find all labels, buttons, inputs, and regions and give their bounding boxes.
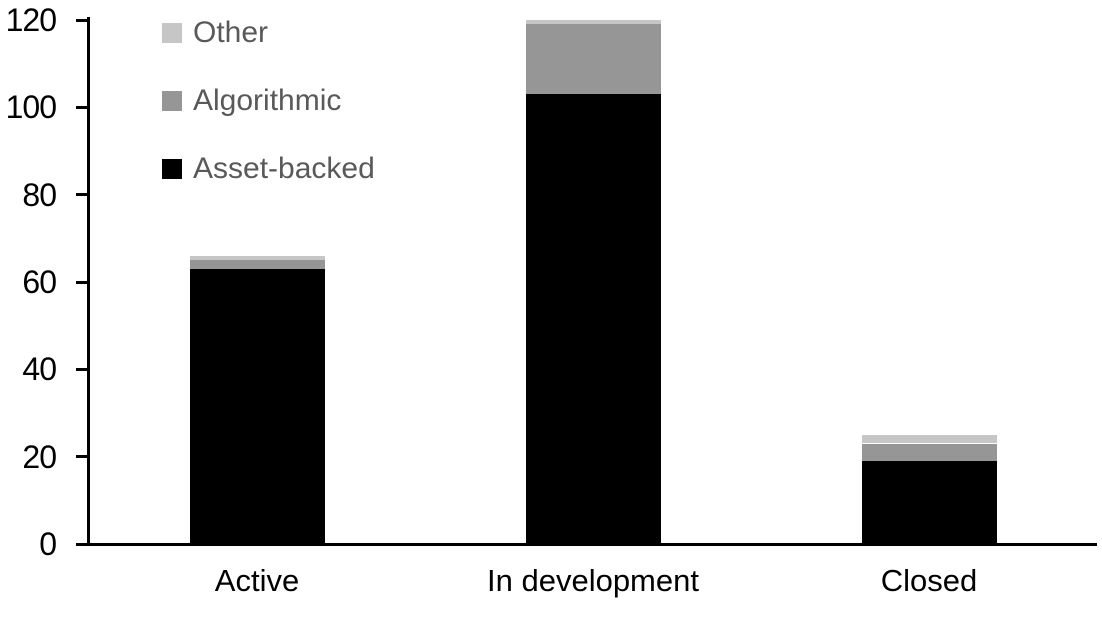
y-tick-mark-120	[76, 18, 90, 22]
y-tick-mark-80	[76, 193, 90, 197]
active-other-segment	[189, 255, 325, 261]
active-asset-backed-segment	[189, 268, 325, 544]
y-tick-mark-20	[76, 455, 90, 459]
x-category-label-in-development: In development	[487, 563, 699, 598]
y-tick-label-40: 40	[22, 351, 57, 388]
in-development-asset-backed-segment	[525, 94, 661, 544]
y-tick-label-60: 60	[22, 264, 57, 300]
in-development-other-segment	[525, 20, 661, 25]
y-tick-label-100: 100	[5, 89, 57, 126]
y-tick-label-80: 80	[22, 176, 57, 213]
active-algorithmic-segment	[189, 260, 325, 269]
x-category-label-closed: Closed	[880, 563, 978, 598]
y-tick-mark-100	[76, 105, 90, 109]
legend-label-algorithmic: Algorithmic	[193, 84, 342, 117]
y-tick-mark-0	[76, 542, 90, 546]
closed-other-segment	[861, 434, 997, 444]
legend-swatch-asset-backed-icon	[162, 159, 182, 179]
legend-swatch-algorithmic-icon	[162, 91, 182, 111]
in-development-algorithmic-segment	[525, 24, 661, 95]
x-category-label-active: Active	[214, 563, 300, 598]
legend: Other Algorithmic Asset-backed	[162, 18, 375, 184]
y-tick-label-120: 120	[5, 2, 57, 38]
y-tick-mark-40	[76, 367, 90, 371]
legend-item-algorithmic: Algorithmic	[162, 86, 375, 116]
y-tick-label-20: 20	[22, 438, 57, 475]
x-axis-line	[87, 543, 1097, 546]
y-tick-mark-60	[76, 280, 90, 284]
legend-item-asset-backed: Asset-backed	[162, 154, 375, 184]
closed-asset-backed-segment	[861, 461, 997, 544]
closed-algorithmic-segment	[861, 443, 997, 462]
y-tick-label-0: 0	[39, 526, 57, 562]
legend-label-asset-backed: Asset-backed	[193, 152, 375, 185]
legend-item-other: Other	[162, 18, 375, 48]
legend-label-other: Other	[193, 16, 269, 49]
legend-swatch-other-icon	[162, 23, 182, 43]
